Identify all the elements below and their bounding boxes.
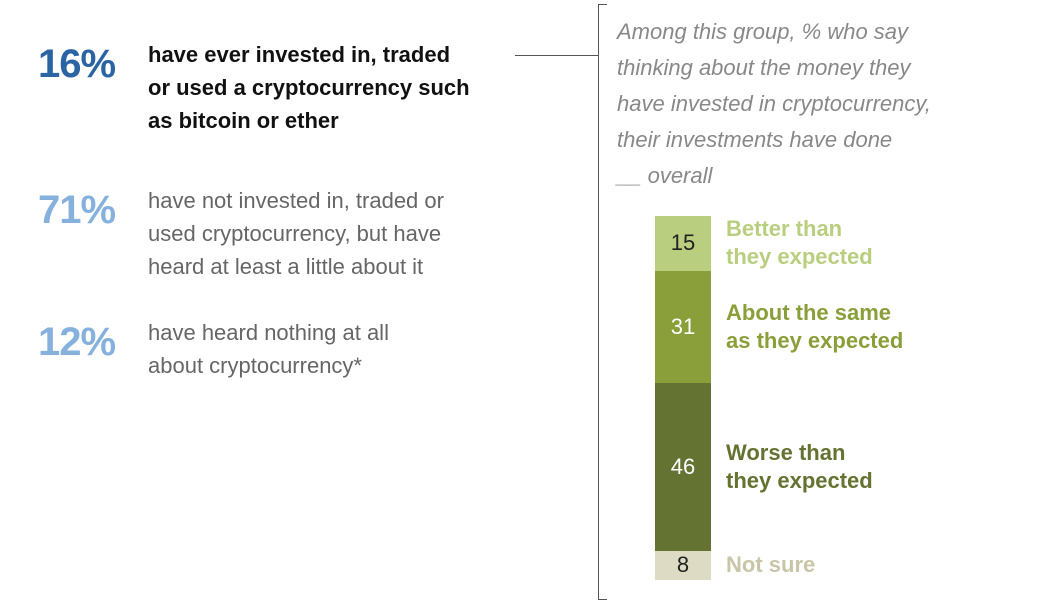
desc-line: have ever invested in, traded [148,42,451,67]
title-line: Among this group, % who say [617,19,909,44]
bar-segment-0: 15 [655,216,711,271]
label-line: About the same [726,300,892,326]
label-line: as they expected [726,328,904,354]
desc-line: or used a cryptocurrency such [148,75,470,100]
data-label: 8 [676,552,690,578]
stat-percent: 16% [38,42,116,86]
stat-percent: 71% [38,188,116,232]
desc-line: used cryptocurrency, but have [148,221,442,246]
data-label: 31 [670,314,696,339]
label-line: Better than [726,216,843,242]
desc-line: heard at least a little about it [148,254,424,279]
stat-percent: 12% [38,320,116,364]
segment-label: Better than they expected [726,215,873,271]
bar-segment-1: 31 [655,270,711,384]
stat-description: have not invested in, traded or used cry… [148,184,444,283]
stat-heard-not-invested: 71% have not invested in, traded or used… [38,188,444,283]
segment-label: Worse than they expected [726,439,873,495]
desc-line: have not invested in, traded or [148,188,444,213]
data-label: 15 [670,230,696,256]
stat-description: have heard nothing at all about cryptocu… [148,316,389,382]
title-line: thinking about the money they [617,55,911,80]
label-line: they expected [726,244,873,270]
desc-line: as bitcoin or ether [148,108,339,133]
label-line: Worse than [726,440,846,466]
chart-title: Among this group, % who say thinking abo… [617,14,1037,194]
segment-label: Not sure [726,551,815,579]
desc-line: have heard nothing at all [148,320,389,345]
bracket [598,4,607,600]
stat-invested: 16% have ever invested in, traded or use… [38,42,470,137]
label-line: they expected [726,468,873,494]
label-line: Not sure [726,552,816,578]
stat-description: have ever invested in, traded or used a … [148,38,470,137]
title-line: have invested in cryptocurrency, [617,91,931,116]
stat-heard-nothing: 12% have heard nothing at all about cryp… [38,320,389,382]
desc-line: about cryptocurrency* [148,353,362,378]
bar-segment-2: 46 [655,383,711,551]
connector-line [515,55,598,56]
data-label: 46 [670,454,696,480]
title-line: their investments have done [617,127,893,152]
bar-segment-3: 8 [655,550,711,580]
title-line: __ overall [617,163,713,188]
segment-label: About the same as they expected [726,299,903,355]
